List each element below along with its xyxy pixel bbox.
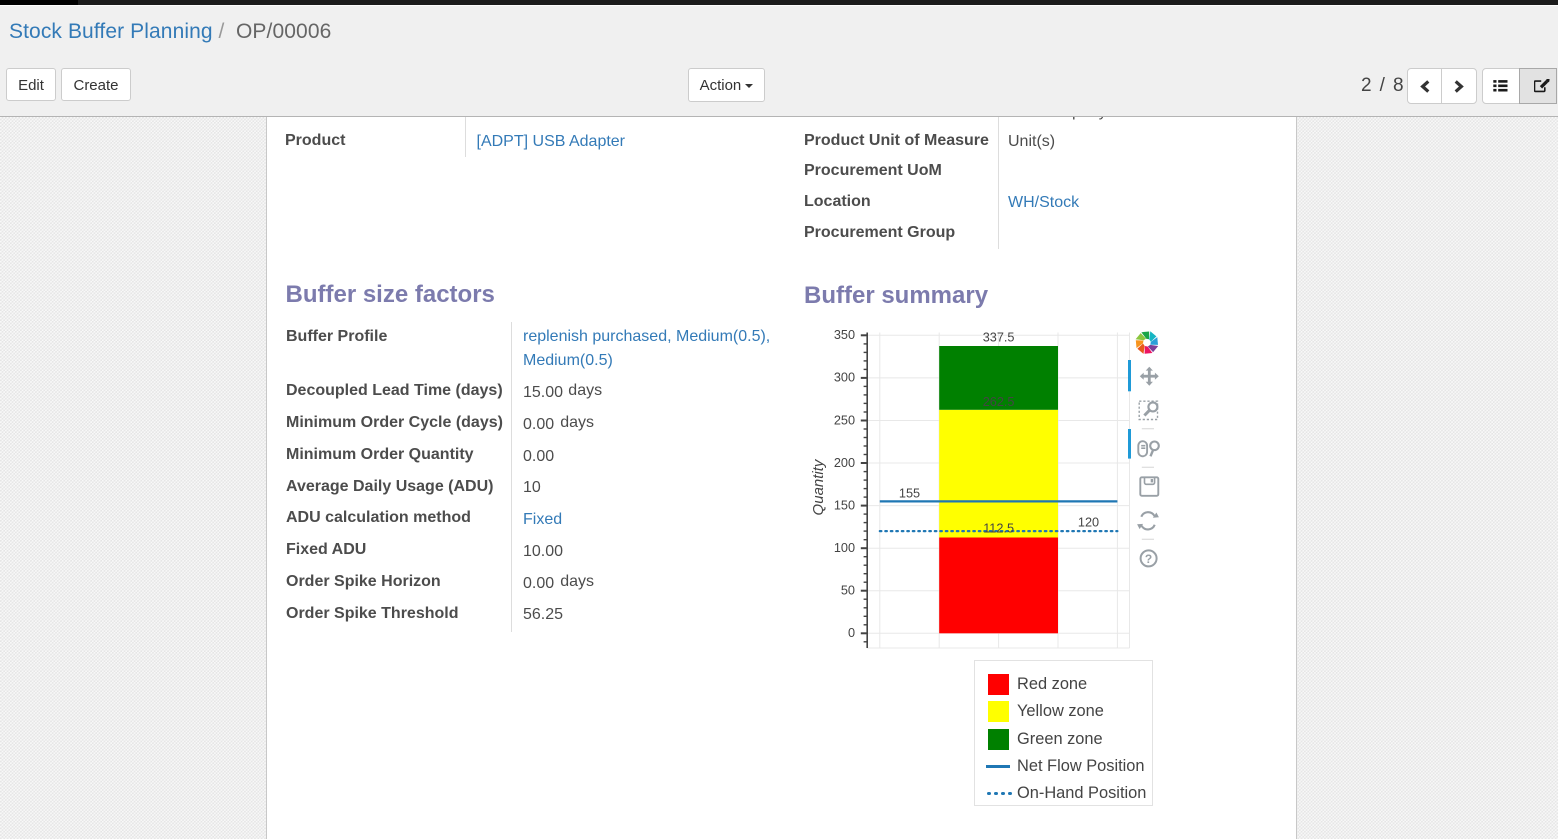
svg-text:?: ?: [1145, 552, 1152, 566]
svg-text:150: 150: [834, 498, 855, 512]
svg-text:350: 350: [834, 328, 855, 342]
svg-text:155: 155: [899, 487, 920, 501]
svg-text:200: 200: [834, 456, 855, 470]
svg-text:300: 300: [834, 371, 855, 385]
svg-text:250: 250: [834, 413, 855, 427]
svg-text:120: 120: [1078, 516, 1099, 530]
svg-text:337.5: 337.5: [983, 331, 1015, 345]
svg-text:100: 100: [834, 541, 855, 555]
svg-text:112.5: 112.5: [983, 522, 1014, 536]
svg-text:50: 50: [841, 584, 855, 598]
svg-text:262.5: 262.5: [983, 395, 1015, 409]
svg-text:Quantity: Quantity: [810, 458, 827, 515]
svg-text:0: 0: [848, 626, 855, 640]
